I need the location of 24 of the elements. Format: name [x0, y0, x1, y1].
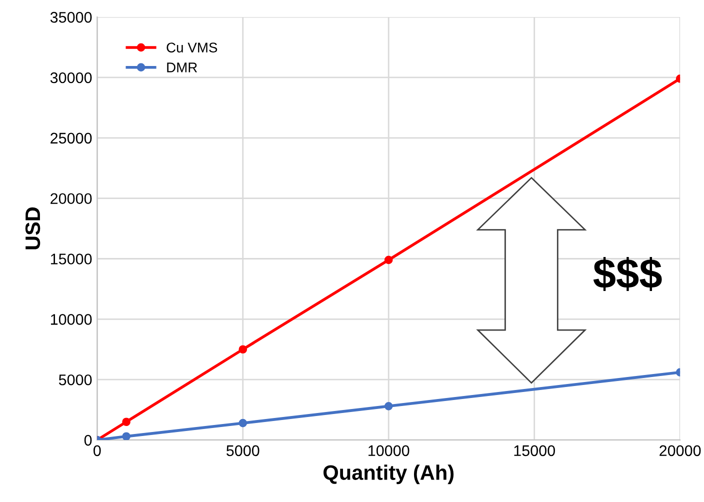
legend-label: DMR: [167, 62, 198, 72]
x-tick-label: 15000: [514, 445, 555, 456]
y-axis-title: USD: [25, 207, 40, 250]
x-axis-title: Quantity (Ah): [324, 464, 454, 484]
point: [384, 402, 393, 410]
point: [122, 432, 130, 440]
point: [238, 345, 248, 354]
y-tick-label: 25000: [50, 132, 92, 144]
y-tick-label: 20000: [50, 193, 92, 204]
y-tick-label: 10000: [50, 314, 92, 325]
y-tick-label: 15000: [50, 254, 92, 264]
y-tick-label: 30000: [50, 72, 92, 84]
point: [122, 418, 130, 426]
x-tick-label: 10000: [368, 445, 410, 456]
point: [238, 418, 248, 428]
x-tick-label: 0: [94, 445, 101, 456]
y-tick-label: 35000: [50, 12, 92, 23]
y-tick-label: 0: [84, 434, 92, 446]
annotation: $$$: [593, 257, 662, 292]
x-tick-label: 5000: [226, 445, 260, 456]
x-tick-label: 20000: [660, 445, 701, 456]
point: [384, 256, 393, 264]
y-tick-label: 5000: [58, 374, 92, 386]
legend-label: Cu VMS: [166, 42, 218, 52]
